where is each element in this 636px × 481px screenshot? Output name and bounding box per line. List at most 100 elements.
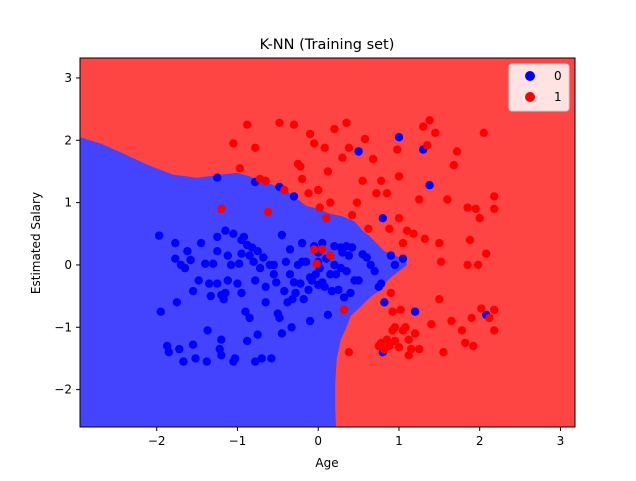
point-class-0-111: [380, 298, 389, 307]
point-class-0-115: [221, 226, 230, 235]
point-class-1-62: [427, 320, 436, 329]
point-class-0-20: [203, 326, 212, 335]
point-class-1-65: [436, 257, 446, 266]
point-class-0-114: [229, 229, 238, 238]
point-class-0-78: [305, 316, 315, 326]
x-tick-label-2: 2: [476, 434, 484, 448]
point-class-1-99: [463, 260, 472, 270]
point-class-0-122: [297, 257, 307, 266]
point-class-0-43: [243, 336, 252, 346]
point-class-0-135: [378, 214, 387, 223]
point-class-0-62: [277, 329, 287, 338]
x-tick-label--2: −2: [148, 434, 166, 448]
point-class-1-16: [310, 139, 319, 148]
point-class-1-59: [420, 234, 429, 243]
point-class-1-96: [404, 351, 413, 360]
x-tick-label-1: 1: [395, 434, 403, 448]
point-class-1-47: [394, 172, 404, 181]
point-class-1-66: [439, 348, 448, 357]
point-class-0-34: [226, 260, 236, 270]
point-class-0-5: [171, 254, 180, 263]
legend-marker-class-1: [525, 92, 535, 102]
point-class-1-34: [318, 245, 327, 254]
point-class-0-29: [217, 351, 226, 360]
point-class-1-3: [243, 120, 252, 129]
point-class-0-94: [334, 285, 343, 295]
point-class-1-83: [490, 192, 499, 201]
legend: 0 1: [508, 63, 570, 112]
point-class-0-121: [285, 270, 295, 279]
point-class-1-60: [423, 141, 432, 150]
point-class-1-32: [310, 245, 319, 254]
point-class-0-61: [275, 313, 284, 323]
point-class-1-85: [490, 305, 499, 314]
point-class-1-56: [410, 329, 420, 338]
x-tick-label--1: −1: [229, 434, 247, 448]
point-class-0-68: [288, 295, 297, 304]
point-class-0-86: [318, 238, 327, 248]
point-class-0-69: [289, 278, 299, 287]
point-class-1-53: [404, 335, 413, 344]
point-class-1-17: [314, 185, 323, 195]
y-tick-label--2: −2: [54, 383, 72, 397]
point-class-1-12: [296, 162, 305, 171]
point-class-0-19: [202, 357, 211, 366]
point-class-1-36: [339, 305, 349, 314]
y-axis: −2 −1 0 1 2 3: [54, 71, 80, 397]
point-class-0-116: [213, 232, 222, 242]
point-class-1-80: [479, 128, 488, 137]
point-class-1-95: [398, 326, 408, 335]
point-class-1-25: [342, 118, 351, 128]
point-class-0-51: [255, 263, 265, 273]
point-class-1-64: [435, 238, 444, 248]
point-class-0-103: [354, 276, 363, 285]
point-class-1-55: [409, 229, 418, 238]
legend-label-class-1: 1: [554, 90, 562, 104]
point-class-0-58: [269, 270, 278, 279]
point-class-1-77: [473, 260, 483, 270]
point-class-1-27: [347, 210, 357, 220]
point-class-1-14: [304, 189, 313, 198]
point-class-1-2: [235, 164, 245, 173]
point-class-0-76: [304, 285, 313, 295]
y-tick-label-1: 1: [64, 196, 72, 210]
chart-title: K-NN (Training set): [260, 37, 395, 53]
point-class-1-37: [344, 348, 354, 357]
point-class-0-12: [186, 255, 195, 265]
x-tick-label-3: 3: [557, 434, 565, 448]
point-class-1-57: [415, 195, 424, 204]
point-class-1-81: [482, 249, 491, 258]
point-class-1-23: [330, 124, 339, 134]
plot-frame: [79, 57, 576, 428]
point-class-1-48: [394, 214, 404, 223]
point-class-0-44: [245, 313, 254, 323]
point-class-0-3: [164, 348, 173, 357]
point-class-0-54: [261, 282, 270, 291]
point-class-0-66: [285, 245, 295, 254]
point-class-0-89: [323, 310, 333, 319]
point-class-0-63: [280, 286, 289, 296]
point-class-0-91: [327, 286, 337, 296]
point-class-1-44: [388, 307, 397, 316]
point-class-0-112: [398, 254, 408, 263]
point-class-0-134: [425, 181, 434, 190]
point-class-0-113: [237, 235, 246, 245]
point-class-1-43: [386, 288, 396, 298]
point-class-0-109: [377, 279, 386, 288]
point-class-0-118: [253, 247, 262, 256]
y-tick-label-3: 3: [64, 71, 72, 85]
point-class-1-73: [463, 203, 472, 212]
point-class-0-50: [253, 330, 262, 339]
point-class-0-87: [320, 282, 329, 291]
point-class-1-50: [398, 238, 408, 248]
point-class-0-106: [366, 260, 375, 270]
y-tick-label-2: 2: [64, 133, 72, 147]
point-class-1-21: [323, 167, 333, 176]
point-class-1-63: [431, 128, 440, 137]
point-class-0-38: [234, 259, 244, 268]
point-class-1-30: [360, 134, 370, 144]
point-class-1-86: [490, 326, 499, 335]
point-class-1-35: [326, 251, 335, 260]
point-class-1-70: [452, 147, 462, 156]
point-class-1-58: [419, 122, 428, 131]
